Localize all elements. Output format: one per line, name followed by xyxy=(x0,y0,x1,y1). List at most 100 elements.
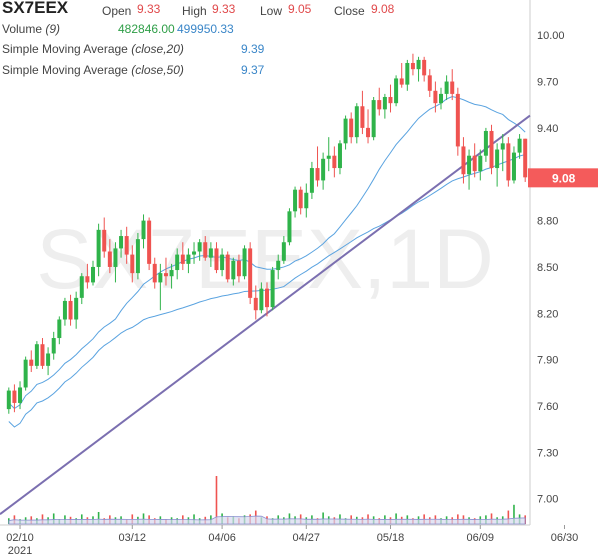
candle-body[interactable] xyxy=(259,288,264,311)
volume-bar xyxy=(513,504,515,524)
candle-body[interactable] xyxy=(349,118,354,138)
candle-body[interactable] xyxy=(119,236,124,249)
candle-body[interactable] xyxy=(455,93,460,147)
candle-body[interactable] xyxy=(23,359,28,388)
candle-body[interactable] xyxy=(315,168,320,181)
candle-body[interactable] xyxy=(427,75,432,91)
candle-body[interactable] xyxy=(180,254,185,264)
candle-body[interactable] xyxy=(366,127,371,138)
candle-body[interactable] xyxy=(281,242,286,261)
candle-body[interactable] xyxy=(472,155,477,172)
candle-body[interactable] xyxy=(371,100,376,138)
candle-body[interactable] xyxy=(253,297,258,311)
candle-body[interactable] xyxy=(135,239,140,274)
candle-body[interactable] xyxy=(517,138,522,153)
candle-body[interactable] xyxy=(433,90,438,104)
candle-body[interactable] xyxy=(12,390,17,403)
candle-body[interactable] xyxy=(186,254,191,264)
y-tick-label: 7.30 xyxy=(537,447,558,459)
candle-body[interactable] xyxy=(6,390,11,410)
candle-body[interactable] xyxy=(102,229,107,252)
candle-body[interactable] xyxy=(29,359,34,366)
candle-body[interactable] xyxy=(326,155,331,159)
candle-body[interactable] xyxy=(141,220,146,240)
candle-body[interactable] xyxy=(62,300,67,320)
candle-body[interactable] xyxy=(495,149,500,169)
candle-body[interactable] xyxy=(270,270,275,308)
candle-body[interactable] xyxy=(18,387,23,403)
candle-body[interactable] xyxy=(158,273,163,283)
candle-body[interactable] xyxy=(422,59,427,76)
candle-body[interactable] xyxy=(68,300,73,320)
high-label: High xyxy=(182,4,207,18)
candle-body[interactable] xyxy=(85,276,90,283)
candle-body[interactable] xyxy=(450,81,455,94)
candle-body[interactable] xyxy=(321,158,326,181)
candle-body[interactable] xyxy=(444,81,449,94)
candle-body[interactable] xyxy=(57,319,62,339)
candle-body[interactable] xyxy=(220,254,225,271)
candle-body[interactable] xyxy=(298,189,303,209)
y-tick-label: 9.40 xyxy=(537,123,558,135)
candle-body[interactable] xyxy=(489,130,494,169)
candle-body[interactable] xyxy=(377,100,382,110)
candle-body[interactable] xyxy=(46,353,51,366)
candle-body[interactable] xyxy=(354,106,359,138)
candle-body[interactable] xyxy=(242,248,247,277)
candle-body[interactable] xyxy=(107,251,112,267)
candle-body[interactable] xyxy=(293,189,298,212)
candle-body[interactable] xyxy=(96,229,101,267)
candle-body[interactable] xyxy=(192,251,197,255)
candle-body[interactable] xyxy=(163,273,168,277)
candle-body[interactable] xyxy=(461,146,466,175)
candle-body[interactable] xyxy=(478,155,483,172)
candle-body[interactable] xyxy=(343,118,348,144)
candle-body[interactable] xyxy=(399,78,404,85)
candle-body[interactable] xyxy=(439,93,443,104)
candle-body[interactable] xyxy=(113,248,118,267)
candle-body[interactable] xyxy=(152,263,157,283)
candle-body[interactable] xyxy=(382,96,387,110)
candle-body[interactable] xyxy=(405,62,410,85)
candle-body[interactable] xyxy=(197,242,202,252)
candle-body[interactable] xyxy=(287,211,292,243)
candle-body[interactable] xyxy=(388,96,393,104)
candle-body[interactable] xyxy=(74,297,79,320)
candle-body[interactable] xyxy=(51,338,56,354)
candle-body[interactable] xyxy=(203,242,208,258)
candle-body[interactable] xyxy=(169,270,174,277)
candle-body[interactable] xyxy=(265,288,269,308)
candle-body[interactable] xyxy=(236,260,241,277)
candle-body[interactable] xyxy=(124,236,129,255)
trendline[interactable] xyxy=(0,114,531,515)
candle-body[interactable] xyxy=(483,130,488,156)
candle-body[interactable] xyxy=(231,260,236,280)
candle-body[interactable] xyxy=(147,220,152,264)
volume-bar xyxy=(395,513,397,524)
candle-body[interactable] xyxy=(511,152,516,181)
candle-body[interactable] xyxy=(130,254,135,274)
candle-body[interactable] xyxy=(506,143,511,181)
candle-body[interactable] xyxy=(309,168,314,193)
candle-body[interactable] xyxy=(248,248,253,298)
candle-body[interactable] xyxy=(91,266,95,283)
candle-body[interactable] xyxy=(467,155,472,175)
candle-body[interactable] xyxy=(40,344,45,366)
candle-body[interactable] xyxy=(304,192,309,209)
candle-body[interactable] xyxy=(34,344,39,366)
candle-body[interactable] xyxy=(394,78,399,104)
candle-body[interactable] xyxy=(337,143,342,169)
candle-body[interactable] xyxy=(79,276,84,298)
candle-body[interactable] xyxy=(332,155,337,169)
candle-body[interactable] xyxy=(225,254,230,280)
candle-body[interactable] xyxy=(416,59,421,70)
candle-body[interactable] xyxy=(276,260,281,271)
candle-body[interactable] xyxy=(175,254,180,271)
candle-body[interactable] xyxy=(208,248,213,258)
candle-body[interactable] xyxy=(360,106,365,128)
candle-body[interactable] xyxy=(523,138,528,178)
candle-body[interactable] xyxy=(410,62,415,70)
candle-body[interactable] xyxy=(214,248,219,271)
candle-body[interactable] xyxy=(500,143,505,150)
